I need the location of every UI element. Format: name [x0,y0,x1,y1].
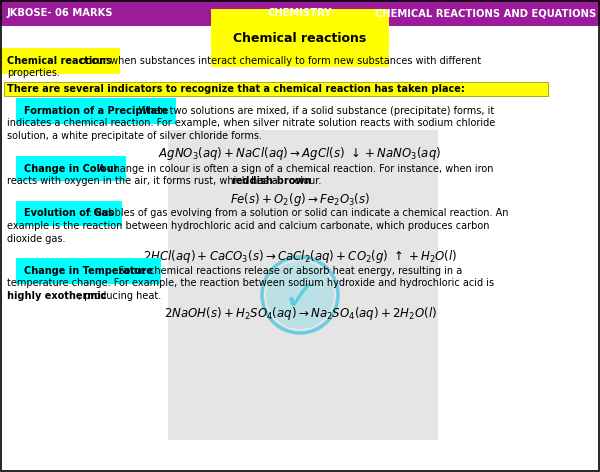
Text: reddish-brown: reddish-brown [231,176,311,186]
Text: •: • [14,102,23,118]
Text: $2NaOH(s) + H_2SO_4(aq) \rightarrow Na_2SO_4(aq) + 2H_2O(l)$: $2NaOH(s) + H_2SO_4(aq) \rightarrow Na_2… [164,305,436,322]
Text: ✓: ✓ [283,277,317,319]
Text: Evolution of Gas: Evolution of Gas [24,209,114,219]
Text: CHEMICAL REACTIONS AND EQUATIONS: CHEMICAL REACTIONS AND EQUATIONS [375,8,596,18]
Text: $Fe(s) + O_2(g) \rightarrow Fe_2O_3(s)$: $Fe(s) + O_2(g) \rightarrow Fe_2O_3(s)$ [230,191,370,208]
Text: occur when substances interact chemically to form new substances with different: occur when substances interact chemicall… [77,56,481,66]
Text: Change in Colour: Change in Colour [24,163,119,174]
Text: , producing heat.: , producing heat. [78,291,161,301]
Circle shape [266,261,334,329]
Text: : When two solutions are mixed, if a solid substance (precipitate) forms, it: : When two solutions are mixed, if a sol… [132,106,494,116]
Text: example is the reaction between hydrochloric acid and calcium carbonate, which p: example is the reaction between hydrochl… [7,221,490,231]
Text: : Bubbles of gas evolving from a solution or solid can indicate a chemical react: : Bubbles of gas evolving from a solutio… [89,209,509,219]
Text: Formation of a Precipitate: Formation of a Precipitate [24,106,169,116]
Text: •: • [14,205,23,220]
Text: Chemical reactions: Chemical reactions [7,56,112,66]
Text: CHEMISTRY: CHEMISTRY [268,8,332,18]
Text: •: • [14,160,23,175]
Text: solution, a white precipitate of silver chloride forms.: solution, a white precipitate of silver … [7,131,262,141]
Text: indicates a chemical reaction. For example, when silver nitrate solution reacts : indicates a chemical reaction. For examp… [7,118,495,128]
Text: dioxide gas.: dioxide gas. [7,234,65,244]
Text: highly exothermic: highly exothermic [7,291,107,301]
FancyBboxPatch shape [0,0,600,26]
Text: Chemical reactions: Chemical reactions [233,32,367,44]
FancyBboxPatch shape [4,82,548,96]
Text: JKBOSE- 06 MARKS: JKBOSE- 06 MARKS [6,8,113,18]
Text: •: • [14,262,23,278]
Text: : A change in colour is often a sign of a chemical reaction. For instance, when : : A change in colour is often a sign of … [92,163,493,174]
Text: $AgNO_3(aq) + NaCl(aq) \rightarrow AgCl(s)\ \downarrow +NaNO_3(aq)$: $AgNO_3(aq) + NaCl(aq) \rightarrow AgCl(… [158,145,442,162]
Text: reacts with oxygen in the air, it forms rust, which has a: reacts with oxygen in the air, it forms … [7,176,281,186]
Text: : Some chemical reactions release or absorb heat energy, resulting in a: : Some chemical reactions release or abs… [112,266,462,276]
Text: properties.: properties. [7,68,60,78]
Text: $2HCl(aq) + CaCO_3(s) \rightarrow CaCl_2(aq) + CO_2(g)\ \uparrow +H_2O(l)$: $2HCl(aq) + CaCO_3(s) \rightarrow CaCl_2… [143,248,457,265]
Text: There are several indicators to recognize that a chemical reaction has taken pla: There are several indicators to recogniz… [7,84,465,94]
Text: temperature change. For example, the reaction between sodium hydroxide and hydro: temperature change. For example, the rea… [7,278,494,288]
Text: Change in Temperature: Change in Temperature [24,266,153,276]
Text: colour.: colour. [286,176,322,186]
FancyBboxPatch shape [168,130,438,440]
